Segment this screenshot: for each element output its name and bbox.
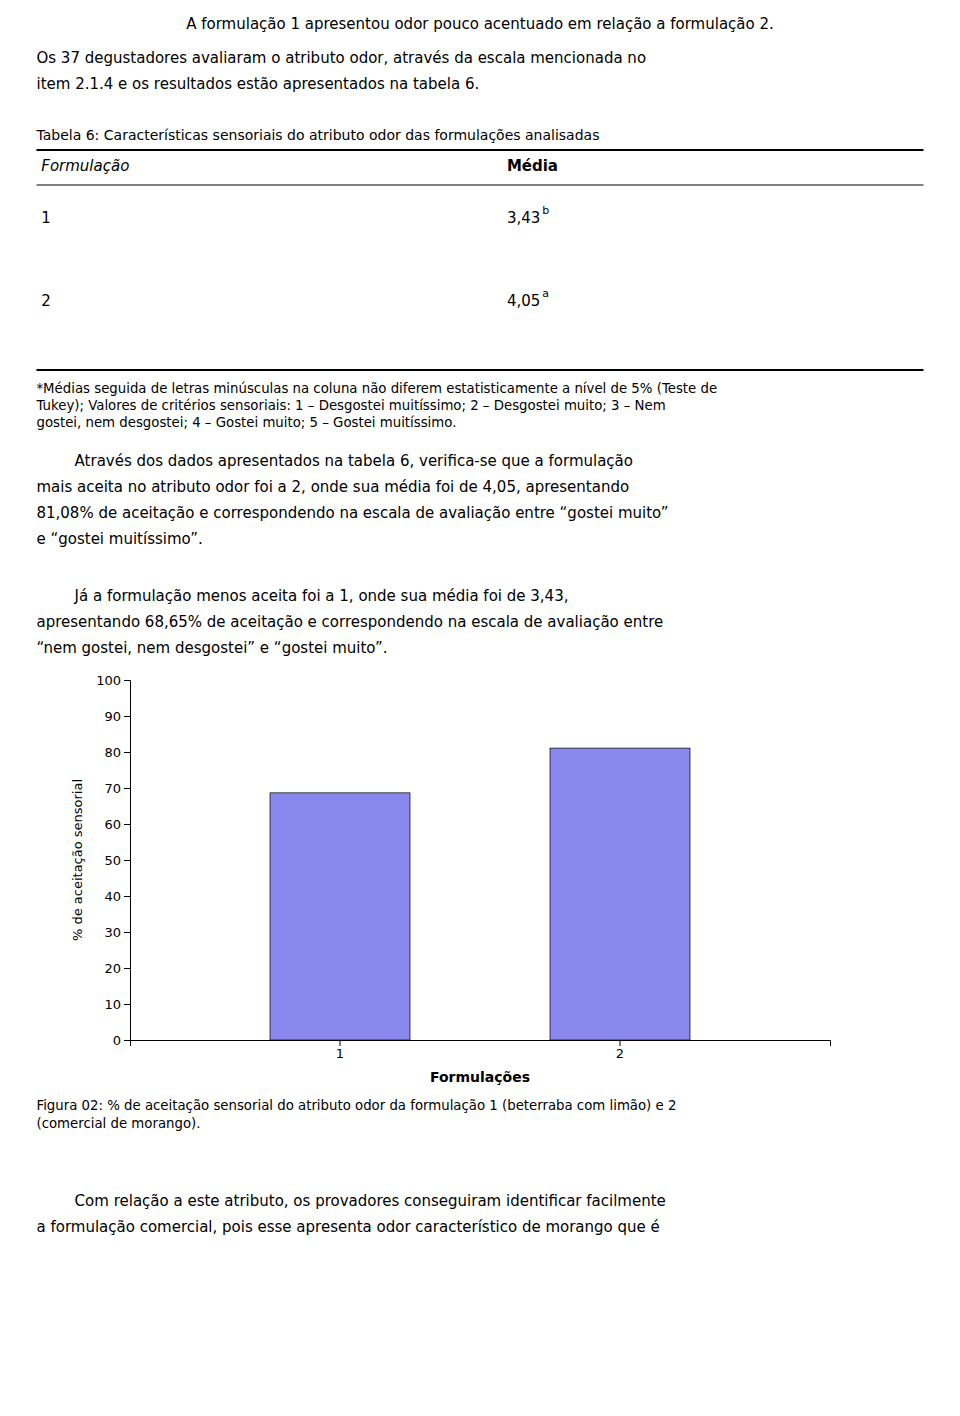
x-tick: 2 (616, 1040, 624, 1061)
y-tick-label: 70 (104, 781, 121, 796)
y-tick: 30 (104, 925, 130, 940)
table-cell: 3,43 (507, 209, 540, 227)
table-cell: 2 (41, 292, 51, 310)
page: A formulação 1 apresentou odor pouco ace… (0, 0, 960, 1416)
paragraph: item 2.1.4 e os resultados estão apresen… (36, 75, 479, 93)
y-tick-label: 30 (104, 925, 121, 940)
table-rule (36, 184, 923, 185)
y-tick-mark (124, 824, 130, 825)
table-cell: 1 (41, 209, 51, 227)
x-tick-label: 1 (336, 1046, 344, 1061)
table-caption: Tabela 6: Características sensoriais do … (35, 127, 599, 143)
paragraph: Com relação a este atributo, os provador… (36, 1192, 665, 1210)
y-tick-mark (124, 860, 130, 861)
y-axis: 0 10 20 30 40 50 60 70 80 90 100 (96, 673, 130, 1048)
y-tick-mark (124, 1040, 130, 1041)
y-tick-mark (124, 680, 130, 681)
paragraph: Os 37 degustadores avaliaram o atributo … (36, 49, 646, 67)
figure-caption: Figura 02: % de aceitação sensorial do a… (36, 1098, 676, 1113)
table-rule (36, 149, 923, 151)
paragraph: “nem gostei, nem desgostei” e “gostei mu… (36, 639, 387, 657)
y-tick-label: 10 (104, 997, 121, 1012)
figure-caption: (comercial de morango). (36, 1116, 200, 1131)
y-tick-label: 20 (104, 961, 121, 976)
y-tick: 70 (104, 781, 130, 796)
x-axis-line (131, 1041, 831, 1047)
y-tick-label: 80 (104, 745, 121, 760)
table-rule (36, 369, 923, 371)
x-axis: 12 (131, 1040, 831, 1061)
paragraph: Já a formulação menos aceita foi a 1, on… (36, 587, 568, 605)
y-tick: 0 (113, 1033, 130, 1048)
y-tick-label: 0 (113, 1033, 121, 1048)
table-cell: 4,05 (507, 292, 540, 310)
table-superscript: a (542, 287, 549, 300)
y-tick-mark (124, 788, 130, 789)
paragraph: apresentando 68,65% de aceitação e corre… (36, 613, 663, 631)
y-axis-title: % de aceitação sensorial (70, 779, 85, 941)
bar (550, 748, 690, 1040)
y-tick: 60 (104, 817, 130, 832)
x-tick-mark (620, 1040, 621, 1046)
y-tick-label: 40 (104, 889, 121, 904)
y-tick-mark (124, 716, 130, 717)
y-tick: 40 (104, 889, 130, 904)
y-tick-mark (124, 968, 130, 969)
y-tick-mark (124, 896, 130, 897)
paragraph: a formulação comercial, pois esse aprese… (36, 1218, 659, 1236)
paragraph: mais aceita no atributo odor foi a 2, on… (36, 478, 629, 496)
y-tick: 50 (104, 853, 130, 868)
y-tick: 80 (104, 745, 130, 760)
bars (270, 748, 690, 1040)
y-tick: 100 (96, 673, 130, 688)
table-header: Formulação (41, 157, 129, 175)
x-tick-label: 2 (616, 1046, 624, 1061)
y-axis-line (124, 681, 131, 1041)
y-tick: 90 (104, 709, 130, 724)
x-tick-mark (340, 1040, 341, 1046)
paragraph: e “gostei muitíssimo”. (36, 530, 202, 548)
table-superscript: b (542, 204, 549, 217)
table-header: Média (507, 157, 558, 175)
table-footnote: Tukey); Valores de critérios sensoriais:… (35, 398, 665, 413)
y-tick-mark (124, 752, 130, 753)
y-tick-label: 60 (104, 817, 121, 832)
y-tick-label: 90 (104, 709, 121, 724)
table-footnote: *Médias seguida de letras minúsculas na … (36, 381, 717, 396)
bar (270, 793, 410, 1040)
y-tick-mark (124, 1004, 130, 1005)
y-tick-label: 100 (96, 673, 121, 688)
table-footnote: gostei, nem desgostei; 4 – Gostei muito;… (36, 415, 456, 430)
paragraph: 81,08% de aceitação e correspondendo na … (36, 504, 668, 522)
paragraph: A formulação 1 apresentou odor pouco ace… (186, 15, 774, 33)
y-tick: 10 (104, 997, 130, 1012)
x-axis-title: Formulações (430, 1069, 530, 1085)
paragraph: Através dos dados apresentados na tabela… (36, 452, 633, 470)
x-tick: 1 (336, 1040, 344, 1061)
y-tick-label: 50 (104, 853, 121, 868)
y-tick-mark (124, 932, 130, 933)
y-tick: 20 (104, 961, 130, 976)
